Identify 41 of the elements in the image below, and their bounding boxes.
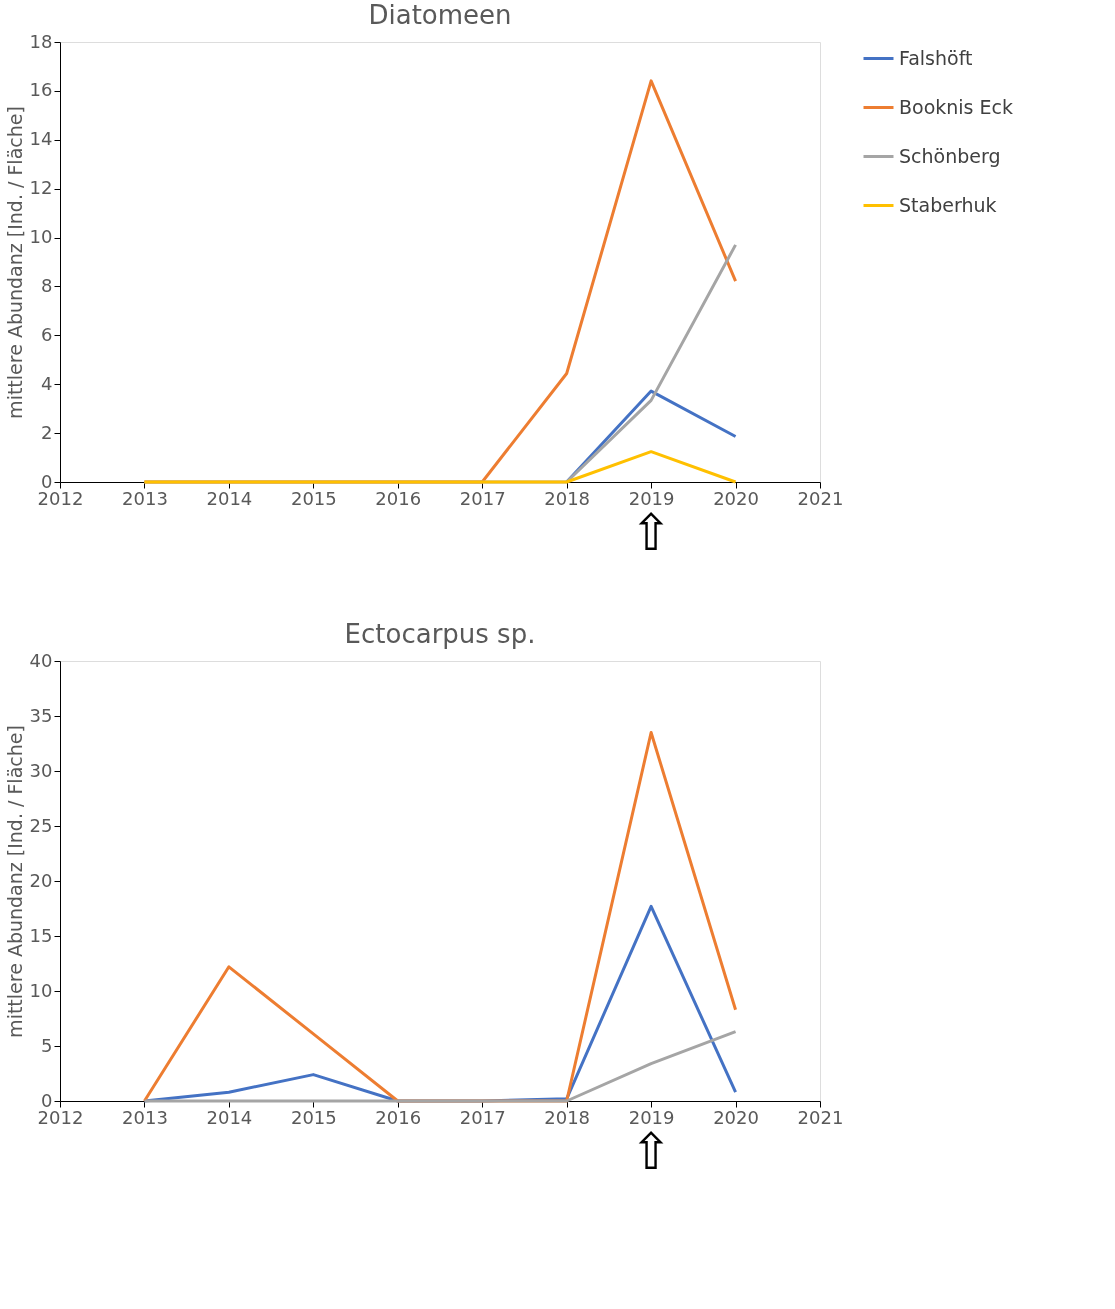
- y-tick-label: 40: [29, 649, 53, 671]
- y-axis-title: mittlere Abundanz [Ind. / Fläche]: [3, 106, 26, 419]
- y-tick-label: 30: [29, 759, 53, 781]
- y-tick-label: 4: [41, 372, 53, 394]
- y-tick-label: 16: [29, 79, 53, 101]
- y-tick-label: 15: [29, 924, 53, 946]
- x-tick-label: 2017: [459, 487, 506, 509]
- chart-title: Diatomeen: [368, 0, 512, 30]
- x-tick-label: 2013: [122, 487, 168, 509]
- y-tick-label: 35: [29, 704, 53, 726]
- x-tick-label: 2020: [713, 1106, 759, 1128]
- y-axis-title: mittlere Abundanz [Ind. / Fläche]: [3, 725, 26, 1038]
- x-tick-label: 2015: [290, 487, 337, 509]
- y-tick-label: 8: [41, 274, 53, 296]
- x-tick-label: 2016: [375, 1106, 422, 1128]
- chart-title: Ectocarpus sp.: [344, 619, 536, 649]
- x-tick-label: 2016: [375, 487, 422, 509]
- x-tick-label: 2013: [122, 1106, 168, 1128]
- x-tick-label: 2021: [797, 1106, 844, 1128]
- x-tick-label: 2018: [544, 1106, 591, 1128]
- y-tick-label: 25: [29, 814, 53, 836]
- y-tick-label: 20: [29, 869, 53, 891]
- y-tick-label: 10: [29, 979, 53, 1001]
- legend-label: Schönberg: [899, 144, 1001, 167]
- x-tick-label: 2014: [206, 487, 253, 509]
- y-tick-label: 10: [29, 226, 53, 248]
- x-tick-label: 2014: [206, 1106, 253, 1128]
- x-tick-label: 2020: [713, 487, 759, 509]
- legend-label: Booknis Eck: [899, 95, 1013, 118]
- x-tick-label: 2017: [459, 1106, 506, 1128]
- x-tick-label: 2015: [290, 1106, 337, 1128]
- y-tick-label: 6: [41, 323, 53, 345]
- y-tick-label: 2: [41, 421, 53, 443]
- legend-label: Falshöft: [899, 46, 973, 69]
- legend-label: Staberhuk: [899, 193, 997, 216]
- y-tick-label: 5: [41, 1034, 53, 1056]
- x-tick-label: 2018: [544, 487, 591, 509]
- y-tick-label: 18: [29, 30, 53, 52]
- y-tick-label: 14: [29, 128, 53, 150]
- x-tick-label: 2021: [797, 487, 844, 509]
- y-tick-label: 12: [29, 177, 53, 199]
